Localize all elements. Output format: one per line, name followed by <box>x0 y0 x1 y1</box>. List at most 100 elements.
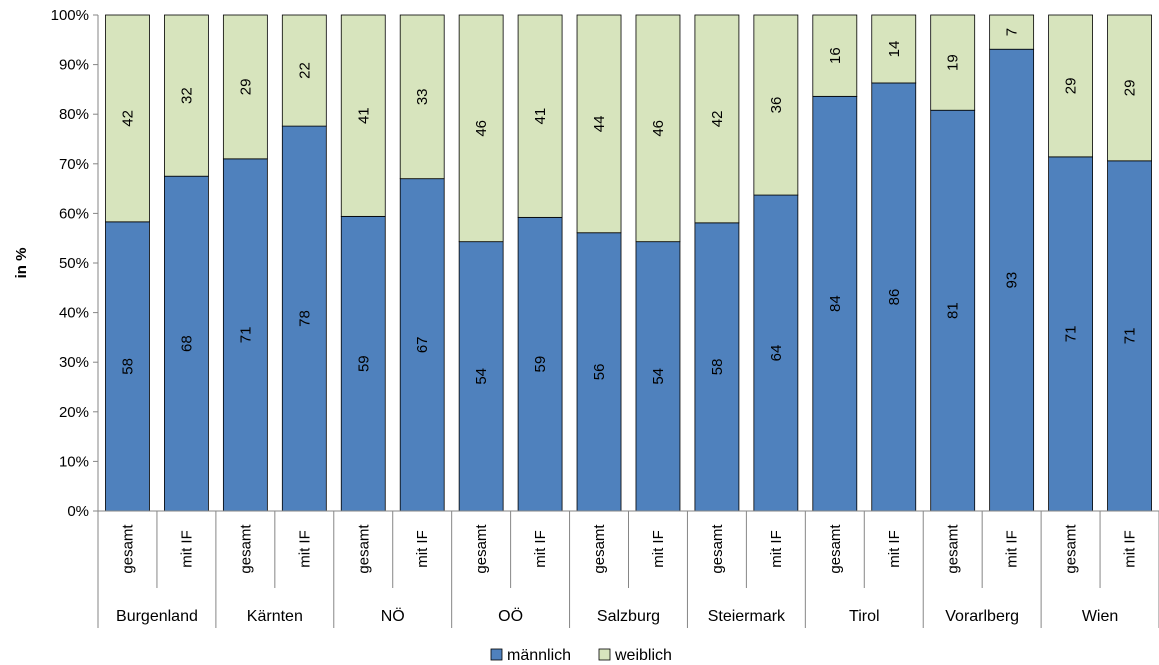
value-label-weiblich: 41 <box>355 107 372 124</box>
value-label-maennlich: 56 <box>591 364 608 381</box>
y-tick-label: 90% <box>59 57 89 74</box>
legend-swatch-weiblich <box>598 648 611 661</box>
category-label: mit IF <box>650 530 667 568</box>
group-label: Steiermark <box>708 608 786 625</box>
value-label-maennlich: 54 <box>473 368 490 385</box>
value-label-maennlich: 84 <box>827 295 844 312</box>
category-label: mit IF <box>178 530 195 568</box>
value-label-weiblich: 29 <box>1063 78 1080 95</box>
bar-maennlich <box>1048 156 1093 512</box>
bar-maennlich <box>399 178 445 512</box>
value-label-maennlich: 71 <box>1122 328 1139 345</box>
value-label-maennlich: 58 <box>709 359 726 376</box>
category-label: gesamt <box>1063 524 1080 574</box>
legend-label-maennlich: männlich <box>507 647 571 664</box>
category-label: gesamt <box>473 524 490 574</box>
bar-weiblich <box>694 14 740 224</box>
bar-weiblich <box>576 14 622 234</box>
bar-weiblich <box>399 14 445 180</box>
y-tick-label: 80% <box>59 106 89 123</box>
bar-maennlich <box>105 221 150 512</box>
bar-weiblich <box>281 14 327 127</box>
bar-weiblich <box>753 14 799 196</box>
category-label: gesamt <box>355 524 372 574</box>
category-label: gesamt <box>591 524 608 574</box>
value-label-maennlich: 64 <box>768 345 785 362</box>
group-label: Salzburg <box>597 608 660 625</box>
legend: männlich weiblich <box>490 647 672 664</box>
category-label: mit IF <box>768 530 785 568</box>
value-label-weiblich: 46 <box>650 120 667 137</box>
bar-weiblich <box>812 14 858 97</box>
value-label-weiblich: 16 <box>827 47 844 64</box>
y-tick-label: 30% <box>59 354 89 371</box>
bar-weiblich <box>1107 14 1152 162</box>
bar-maennlich <box>635 241 681 512</box>
bar-maennlich <box>930 109 976 512</box>
value-label-weiblich: 19 <box>945 54 962 71</box>
category-label: mit IF <box>886 530 903 568</box>
category-label: mit IF <box>296 530 313 568</box>
y-tick-label: 0% <box>67 503 89 520</box>
value-label-maennlich: 59 <box>532 356 549 373</box>
bar-maennlich <box>753 194 799 512</box>
bar-weiblich <box>871 14 917 84</box>
value-label-weiblich: 7 <box>1004 28 1021 36</box>
y-tick-label: 20% <box>59 404 89 421</box>
bar-weiblich <box>105 14 150 223</box>
category-label: mit IF <box>532 530 549 568</box>
value-label-weiblich: 29 <box>1122 80 1139 97</box>
category-label: mit IF <box>1122 530 1139 568</box>
bar-weiblich <box>458 14 504 243</box>
y-tick-label: 50% <box>59 255 89 272</box>
y-tick-label: 10% <box>59 453 89 470</box>
group-label: Wien <box>1082 608 1118 625</box>
group-label: Burgenland <box>116 608 198 625</box>
value-label-weiblich: 46 <box>473 120 490 137</box>
group-label: NÖ <box>381 607 405 625</box>
category-label: gesamt <box>827 524 844 574</box>
group-label: Kärnten <box>247 608 303 625</box>
bar-weiblich <box>340 14 386 217</box>
bar-weiblich <box>989 14 1035 50</box>
legend-label-weiblich: weiblich <box>614 647 672 664</box>
bar-weiblich <box>222 14 268 160</box>
category-label: mit IF <box>1004 530 1021 568</box>
bar-weiblich <box>930 14 976 111</box>
value-label-weiblich: 22 <box>296 62 313 79</box>
value-label-maennlich: 78 <box>296 310 313 327</box>
category-label: mit IF <box>414 530 431 568</box>
bar-maennlich <box>281 125 327 512</box>
value-label-maennlich: 86 <box>886 289 903 306</box>
value-label-maennlich: 81 <box>945 302 962 319</box>
bar-weiblich <box>635 14 681 243</box>
category-label: gesamt <box>237 524 254 574</box>
value-label-maennlich: 58 <box>119 358 136 375</box>
value-label-maennlich: 59 <box>355 355 372 372</box>
legend-swatch-maennlich <box>490 648 503 661</box>
value-label-maennlich: 71 <box>237 327 254 344</box>
group-label: Tirol <box>849 608 880 625</box>
category-label: gesamt <box>945 524 962 574</box>
group-label: Vorarlberg <box>945 608 1019 625</box>
value-label-weiblich: 32 <box>178 87 195 104</box>
x-axis: gesamt mit IF Burgenland gesamt mit IF Kärnte… <box>97 510 1159 628</box>
y-tick-label: 100% <box>51 7 89 24</box>
y-tick-label: 40% <box>59 305 89 322</box>
value-label-weiblich: 14 <box>886 41 903 58</box>
bar-weiblich <box>517 14 563 218</box>
y-axis: 0% 10% 20% 30% 40% 50% 60% 70% 80% 90% 100% <box>51 7 99 520</box>
bar-weiblich <box>1048 14 1093 158</box>
bars: 58 42 68 32 71 29 78 22 59 41 67 33 54 46 59 41 56 44 54 46… <box>105 14 1152 512</box>
value-label-weiblich: 29 <box>237 79 254 96</box>
category-label: gesamt <box>119 524 136 574</box>
value-label-weiblich: 36 <box>768 97 785 114</box>
value-label-maennlich: 71 <box>1063 326 1080 343</box>
bar-weiblich <box>164 14 209 177</box>
value-label-weiblich: 42 <box>119 110 136 127</box>
value-label-maennlich: 67 <box>414 336 431 353</box>
y-axis-title: in % <box>13 248 30 279</box>
value-label-weiblich: 33 <box>414 88 431 105</box>
y-tick-label: 70% <box>59 156 89 173</box>
